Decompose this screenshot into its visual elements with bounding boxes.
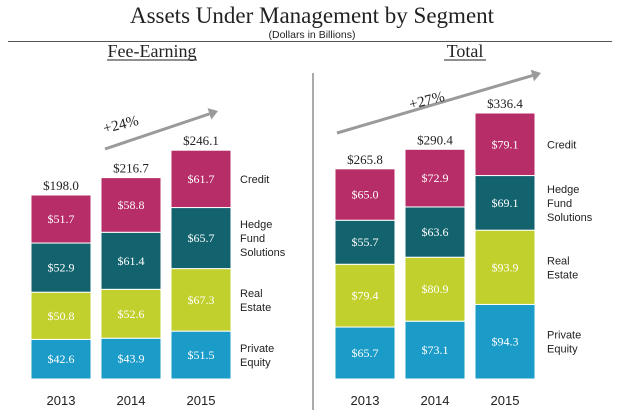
legend-label: Private [240,343,274,355]
bar-value-label: $67.3 [188,293,215,307]
bar-value-label: $43.9 [118,352,145,366]
chart-panel-2: Total +27% $65.7 $79.4 $55.7 $65.0 $265.8 2013 $… [334,41,593,408]
chart-panel-1: Fee-Earning +24% $42.6 $50.8 $52.9 $51.7 $198.… [30,41,286,408]
legend-label: Estate [547,269,578,281]
bar-segment [100,177,162,233]
bar-total-label: $246.1 [183,133,219,148]
bar-segment [474,175,536,231]
bar-segment [404,206,466,258]
growth-arrow-head [207,108,218,120]
x-tick-label: 2013 [351,393,380,408]
bar-value-label: $80.9 [422,282,449,296]
bar-segment [334,219,396,265]
legend-label: Credit [240,174,269,186]
legend-label: Equity [240,357,271,369]
x-tick-label: 2014 [421,393,450,408]
bar-segment [404,148,466,208]
bar-value-label: $58.8 [118,198,145,212]
legend-label: Private [547,330,581,342]
legend-label: Real [547,255,570,267]
bar-value-label: $55.7 [352,235,379,249]
bar-total-label: $198.0 [43,178,79,193]
bar-segment [30,291,92,340]
bar-value-label: $65.0 [352,188,379,202]
bar-segment [170,268,232,332]
bar-segment [404,320,466,380]
legend-label: Fund [547,198,572,210]
chart-subtitle: (Dollars in Billions) [269,29,356,41]
bar-total-label: $216.7 [113,161,149,176]
x-tick-label: 2015 [491,393,520,408]
bar-value-label: $52.6 [118,307,145,321]
bar-segment [170,330,232,380]
growth-arrow-head [530,69,541,82]
bar-value-label: $61.7 [188,172,215,186]
legend-label: Fund [240,233,265,245]
bar-value-label: $65.7 [188,231,215,245]
x-tick-label: 2013 [47,393,76,408]
growth-label: +24% [102,113,141,137]
bar-total-label: $336.4 [487,96,523,111]
bar-value-label: $93.9 [492,260,519,274]
chart-title: Assets Under Management by Segment [130,3,495,28]
bar-value-label: $94.3 [492,335,519,349]
legend-label: Real [240,288,263,300]
legend-label: Estate [240,302,271,314]
legend-label: Hedge [240,219,272,231]
legend-label: Hedge [547,184,579,196]
bar-segment [100,231,162,290]
bar-segment [30,194,92,244]
bar-value-label: $72.9 [422,171,449,185]
x-tick-label: 2015 [187,393,216,408]
bar-value-label: $42.6 [48,352,75,366]
bar-segment [170,149,232,209]
bar-value-label: $79.1 [492,137,519,151]
bar-segment [404,256,466,322]
bar-value-label: $69.1 [492,196,519,210]
bar-value-label: $73.1 [422,343,449,357]
bar-value-label: $50.8 [48,309,75,323]
bar-value-label: $51.5 [188,348,215,362]
growth-label: +27% [408,89,447,113]
panel-title: Total [447,41,484,61]
growth-arrow-line [104,112,210,151]
bar-value-label: $51.7 [48,212,75,226]
growth-arrow-line [336,74,533,135]
bar-segment [474,112,536,177]
panel-title: Fee-Earning [108,41,197,61]
bar-segment [30,338,92,380]
bar-value-label: $61.4 [118,254,145,268]
bar-segment [170,207,232,270]
legend-label: Solutions [547,212,593,224]
bar-value-label: $65.7 [352,346,379,360]
bar-value-label: $63.6 [422,225,449,239]
bar-total-label: $265.8 [347,152,383,167]
legend-label: Solutions [240,247,286,259]
bar-segment [474,303,536,380]
bar-value-label: $79.4 [352,289,379,303]
x-tick-label: 2014 [117,393,146,408]
bar-segment [334,263,396,328]
legend-label: Credit [547,139,576,151]
legend-label: Equity [547,344,578,356]
bar-total-label: $290.4 [417,132,453,147]
bar-value-label: $52.9 [48,261,75,275]
bar-segment [334,168,396,221]
